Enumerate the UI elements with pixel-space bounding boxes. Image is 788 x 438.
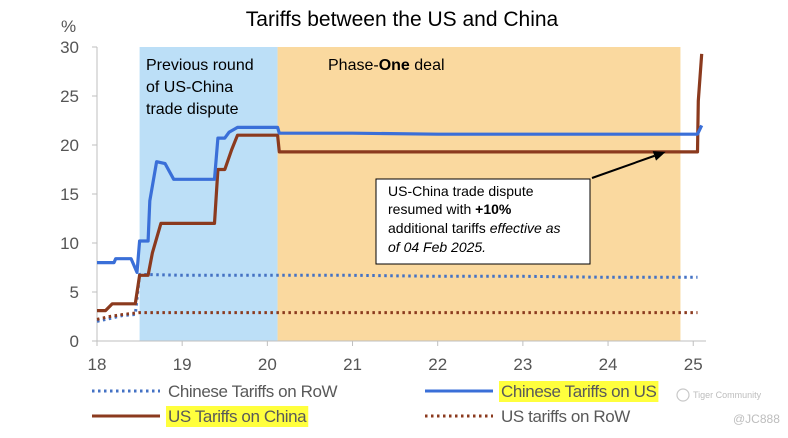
y-tick-label: 20 xyxy=(60,136,79,155)
watermark: Tiger Community @JC888 xyxy=(676,388,780,426)
legend-label: US Tariffs on China xyxy=(168,407,307,426)
chart-title: Tariffs between the US and China xyxy=(246,8,559,31)
annotation-line-1: US-China trade dispute xyxy=(388,183,534,199)
legend-highlight xyxy=(166,406,309,427)
legend-item: US tariffs on RoW xyxy=(425,407,631,426)
legend-label: Chinese Tariffs on US xyxy=(501,382,656,401)
y-tick-label: 5 xyxy=(70,283,79,302)
y-tick-label: 15 xyxy=(60,185,79,204)
x-tick-label: 25 xyxy=(684,355,703,374)
legend-item: Chinese Tariffs on US xyxy=(425,381,659,402)
annotation-callout: US-China trade dispute resumed with +10%… xyxy=(375,151,666,265)
annotation-italic: effective as xyxy=(490,220,561,236)
region-label-prefix: Phase- xyxy=(328,57,379,74)
x-tick-label: 24 xyxy=(599,355,618,374)
annotation-arrowhead xyxy=(652,151,666,161)
watermark-handle: @JC888 xyxy=(733,412,780,426)
annotation-arrow xyxy=(591,154,655,179)
axis-ticks: 0 5 10 15 20 25 30 18 19 20 21 22 23 24 25 xyxy=(60,38,703,374)
annotation-line-4: of 04 Feb 2025. xyxy=(388,239,486,255)
tiger-logo-icon xyxy=(676,388,690,402)
legend-item: Chinese Tariffs on RoW xyxy=(92,382,338,401)
annotation-line-3: additional tariffs effective as xyxy=(388,220,561,236)
watermark-brand: Tiger Community xyxy=(693,390,762,400)
series-chinese-tariffs-on-us xyxy=(97,124,704,274)
series-lines xyxy=(96,53,704,323)
y-tick-label: 25 xyxy=(60,87,79,106)
annotation-box xyxy=(375,178,591,265)
y-tick-label: 0 xyxy=(70,332,79,351)
legend: Chinese Tariffs on RoW Chinese Tariffs on… xyxy=(92,381,659,427)
x-tick-label: 20 xyxy=(258,355,277,374)
annotation-text: resumed with xyxy=(388,201,475,217)
x-tick-label: 18 xyxy=(88,355,107,374)
series-chinese-tariffs-on-row xyxy=(96,272,698,323)
annotation-line-2: resumed with +10% xyxy=(388,201,512,217)
region-label-suffix: deal xyxy=(410,57,445,74)
region-label-line: trade dispute xyxy=(146,101,239,118)
annotation-bold: +10% xyxy=(475,201,512,217)
series-us-tariffs-on-china xyxy=(97,53,704,313)
annotation-text: additional tariffs xyxy=(388,220,490,236)
region-label-bold: One xyxy=(379,57,410,74)
region-label-line: Previous round xyxy=(146,57,254,74)
legend-highlight xyxy=(499,381,659,402)
x-tick-label: 23 xyxy=(513,355,532,374)
legend-label: US tariffs on RoW xyxy=(501,407,630,426)
region-band-1 xyxy=(139,47,278,341)
region-label-previous-round: Previous round of US-China trade dispute xyxy=(146,57,254,118)
y-axis-unit-label: % xyxy=(61,17,76,36)
y-tick-label: 30 xyxy=(60,38,79,57)
x-tick-label: 21 xyxy=(343,355,362,374)
legend-item: US Tariffs on China xyxy=(92,406,309,427)
y-tick-label: 10 xyxy=(60,234,79,253)
region-label-line: of US-China xyxy=(146,79,233,96)
region-label-phase-one: Phase-One deal xyxy=(328,57,445,74)
legend-label: Chinese Tariffs on RoW xyxy=(168,382,338,401)
x-tick-label: 19 xyxy=(173,355,192,374)
x-tick-label: 22 xyxy=(428,355,447,374)
